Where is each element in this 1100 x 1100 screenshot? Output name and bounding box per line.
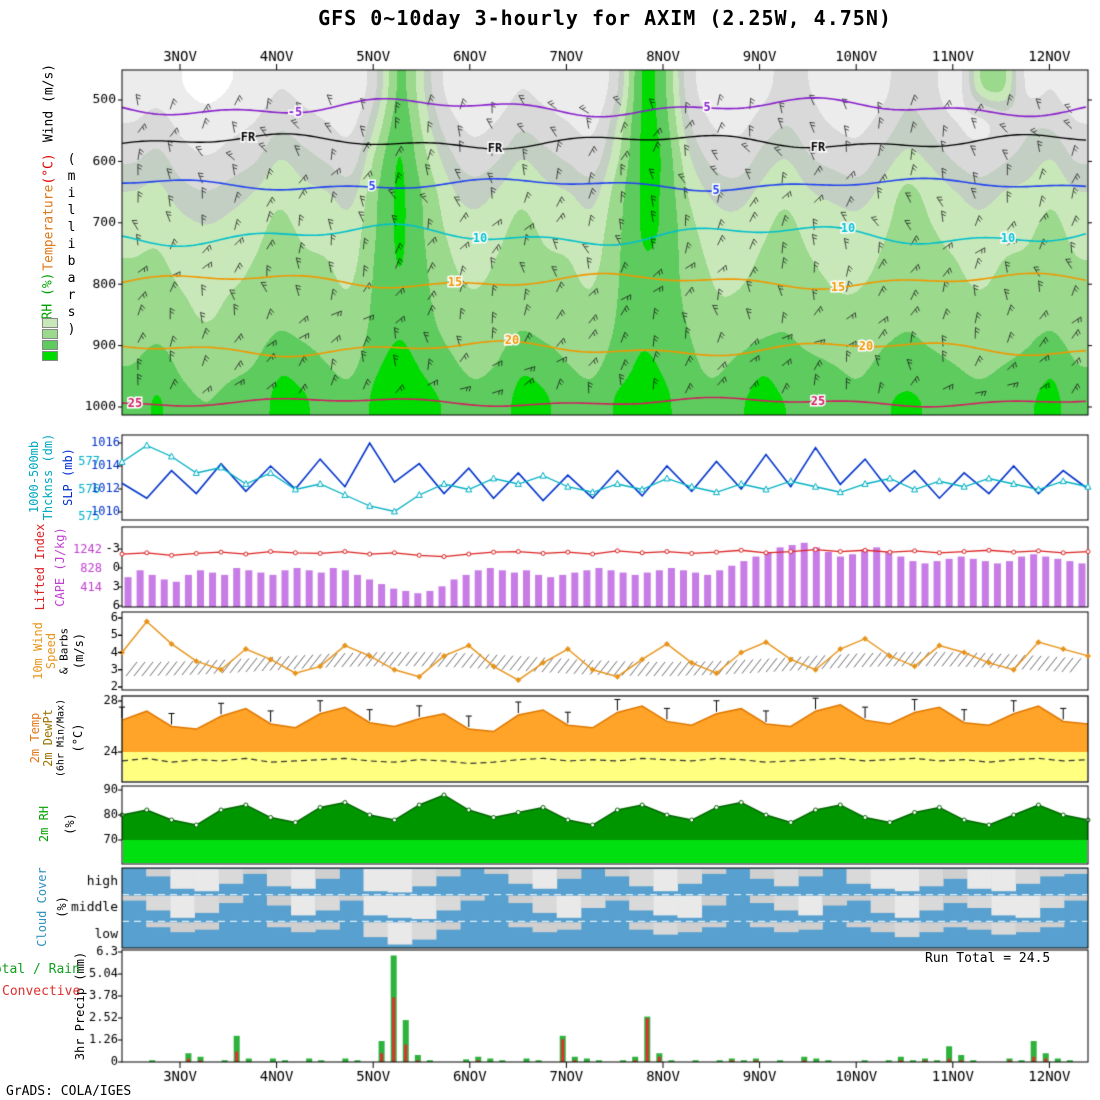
ylabel-rh: RH (%) — [40, 272, 56, 320]
rh-shade-legend — [42, 318, 58, 361]
ylabel-wind10m-line1: 10m Wind — [31, 622, 45, 680]
rh-shade-swatch — [42, 351, 58, 361]
ylabel-cape: CAPE (J/kg) — [53, 527, 67, 607]
run-total: Run Total = 24.5 — [925, 951, 1051, 966]
ylabel-lifted-index: Lifted Index — [33, 523, 47, 611]
ylabel-minmax: (6hr Min/Max) — [55, 698, 67, 778]
ylabel-temperature: Temperature(°C) — [42, 153, 57, 270]
ylabel-degc: (°C) — [71, 723, 85, 753]
ylabel-millibars: (millibars) — [64, 152, 79, 339]
ylabel-wind10m-unit: (m/s) — [72, 632, 86, 670]
label-total-rain: Total / Rain — [0, 962, 80, 977]
ylabel-slp: SLP (mb) — [61, 448, 75, 506]
ylabel-cloud-cover: Cloud Cover — [35, 867, 49, 947]
label-convective: Convective — [2, 984, 81, 999]
page-title: GFS 0~10day 3-hourly for AXIM (2.25W, 4.… — [318, 6, 892, 30]
ylabel-thickness-line2: Thcknss (dm) — [41, 433, 55, 521]
rh-shade-swatch — [42, 340, 58, 350]
ylabel-wind10m-line2: Speed — [44, 632, 58, 670]
credit: GrADS: COLA/IGES — [6, 1084, 132, 1099]
ylabel-temp2m: 2m Temp — [28, 712, 42, 764]
ylabel-cloud-unit: (%) — [55, 896, 69, 918]
ylabel-temperature-unit: (°C) — [41, 153, 57, 185]
ylabel-rh2m: 2m RH — [37, 805, 51, 843]
ylabel-thickness-line1: 1000-500mb — [27, 440, 41, 514]
rh-shade-swatch — [42, 318, 58, 328]
ylabel-rh2m-unit: (%) — [63, 813, 77, 835]
ylabel-temperature-word: Temperature — [41, 184, 57, 271]
ylabel-dewpt: 2m DewPt — [41, 709, 55, 767]
ylabel-wind10m-barbs: & Barbs — [57, 627, 71, 675]
rh-shade-swatch — [42, 329, 58, 339]
ylabel-wind: Wind (m/s) — [41, 63, 57, 143]
